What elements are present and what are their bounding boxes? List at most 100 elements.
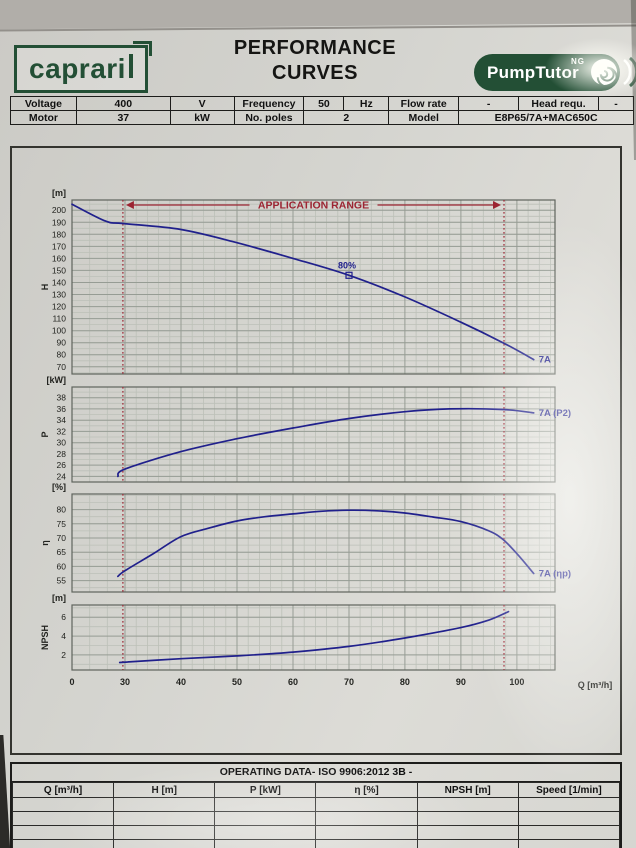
npsh-curve-chart: 2 4 6 [m] NPSH 0 30 40 50 60 70 80 90 100 Q [m³/h] <box>12 589 620 698</box>
svg-text:[kW]: [kW] <box>47 375 67 385</box>
operating-data-empty-cell <box>214 811 317 826</box>
svg-text:6: 6 <box>61 612 66 622</box>
op-header-speed: Speed [1/min] <box>517 782 621 798</box>
operating-data-empty-row <box>11 797 621 812</box>
operating-data-empty-row <box>11 811 621 826</box>
caprari-logo-text: caprari <box>29 53 126 84</box>
op-header-q: Q [m³/h] <box>11 782 115 798</box>
svg-text:55: 55 <box>57 576 67 586</box>
op-header-eta: η [%] <box>315 782 418 798</box>
svg-text:170: 170 <box>52 241 66 251</box>
svg-text:28: 28 <box>57 449 67 459</box>
svg-text:130: 130 <box>52 290 66 300</box>
svg-text:32: 32 <box>57 426 67 436</box>
svg-text:Q [m³/h]: Q [m³/h] <box>578 680 613 690</box>
svg-text:7A: 7A <box>539 355 551 366</box>
motor-value: 37 <box>75 110 171 125</box>
svg-text:70: 70 <box>344 677 354 687</box>
svg-text:40: 40 <box>176 677 186 687</box>
photo-left-edge <box>0 735 11 848</box>
frequency-unit: Hz <box>343 96 390 111</box>
svg-text:η: η <box>40 540 50 546</box>
svg-text:160: 160 <box>52 253 66 263</box>
svg-text:60: 60 <box>57 561 67 571</box>
efficiency-curve-chart: 55 60 65 70 75 80 [%] η 7A (ηp) <box>12 478 620 598</box>
operating-data-empty-cell <box>315 839 418 848</box>
charts-frame: 70 80 90 100 110 120 130 140 150 160 170 180 190 200 [… <box>10 146 622 755</box>
svg-text:70: 70 <box>57 533 67 543</box>
svg-text:7A (ηp): 7A (ηp) <box>539 569 571 580</box>
operating-data-empty-row <box>11 825 621 840</box>
operating-data-empty-cell <box>315 797 418 812</box>
frequency-label: Frequency <box>233 96 305 111</box>
svg-text:H: H <box>40 284 50 291</box>
voltage-label: Voltage <box>10 96 77 111</box>
parameter-table: Voltage 400 V Frequency 50 Hz Flow rate … <box>10 96 635 125</box>
pumptutor-logo-text: PumpTutor <box>487 63 580 82</box>
operating-data-empty-cell <box>11 811 115 826</box>
op-header-h: H [m] <box>113 782 216 798</box>
svg-text:34: 34 <box>57 415 67 425</box>
operating-data-empty-cell <box>113 825 216 840</box>
svg-text:140: 140 <box>52 278 66 288</box>
svg-text:100: 100 <box>509 677 524 687</box>
model-label: Model <box>388 110 460 125</box>
svg-text:90: 90 <box>57 338 67 348</box>
svg-text:200: 200 <box>52 205 66 215</box>
svg-text:P: P <box>40 431 50 437</box>
operating-data-empty-cell <box>517 825 621 840</box>
svg-text:80: 80 <box>400 677 410 687</box>
svg-text:0: 0 <box>69 677 74 687</box>
operating-data-title: OPERATING DATA- ISO 9906:2012 3B - <box>12 764 620 782</box>
voltage-unit: V <box>169 96 235 111</box>
operating-data-empty-cell <box>11 797 115 812</box>
page-title-line1: PERFORMANCE <box>233 37 397 59</box>
operating-data-empty-cell <box>113 797 216 812</box>
svg-text:[m]: [m] <box>52 593 66 603</box>
operating-data-empty-cell <box>517 797 621 812</box>
svg-text:150: 150 <box>52 265 66 275</box>
operating-data-table: Q [m³/h] H [m] P [kW] η [%] NPSH [m] Spe… <box>11 782 621 848</box>
operating-data-empty-cell <box>315 825 418 840</box>
svg-text:2: 2 <box>61 650 66 660</box>
page-title: PERFORMANCE CURVES <box>180 36 450 86</box>
caprari-logo-bar <box>128 54 133 78</box>
pumptutor-spiral-icon <box>591 56 636 88</box>
operating-data-section: OPERATING DATA- ISO 9906:2012 3B - Q [m³… <box>10 762 622 848</box>
poles-value: 2 <box>303 110 390 125</box>
operating-data-empty-cell <box>416 797 519 812</box>
svg-text:24: 24 <box>57 471 67 481</box>
operating-data-empty-cell <box>214 825 317 840</box>
svg-text:30: 30 <box>120 677 130 687</box>
operating-data-empty-cell <box>214 839 317 848</box>
operating-data-empty-cell <box>416 811 519 826</box>
operating-data-empty-row <box>11 839 621 848</box>
power-curve-chart: 24 26 28 30 32 34 36 38 [kW] P 7A (P2) <box>12 371 620 488</box>
pumptutor-ng-superscript: NG <box>571 57 585 66</box>
operating-data-empty-cell <box>315 811 418 826</box>
svg-text:36: 36 <box>57 404 67 414</box>
svg-text:4: 4 <box>61 631 66 641</box>
operating-data-empty-cell <box>517 839 621 848</box>
svg-text:120: 120 <box>52 302 66 312</box>
head-requ-value: - <box>597 96 635 111</box>
svg-text:65: 65 <box>57 547 67 557</box>
svg-text:38: 38 <box>57 393 67 403</box>
operating-data-empty-cell <box>416 825 519 840</box>
svg-text:NPSH: NPSH <box>40 625 50 650</box>
caprari-logo: caprari <box>14 41 152 93</box>
svg-text:80%: 80% <box>338 260 356 270</box>
flow-rate-value: - <box>458 96 520 111</box>
pumptutor-logo: PumpTutor NG <box>474 54 636 91</box>
svg-text:50: 50 <box>232 677 242 687</box>
svg-text:190: 190 <box>52 217 66 227</box>
motor-unit: kW <box>169 110 235 125</box>
head-requ-label: Head requ. <box>518 96 599 111</box>
op-header-npsh: NPSH [m] <box>416 782 519 798</box>
svg-text:80: 80 <box>57 505 67 515</box>
model-value: E8P65/7A+MAC650C <box>458 110 634 125</box>
svg-text:[m]: [m] <box>52 188 66 198</box>
operating-data-empty-cell <box>113 839 216 848</box>
flow-rate-label: Flow rate <box>388 96 460 111</box>
